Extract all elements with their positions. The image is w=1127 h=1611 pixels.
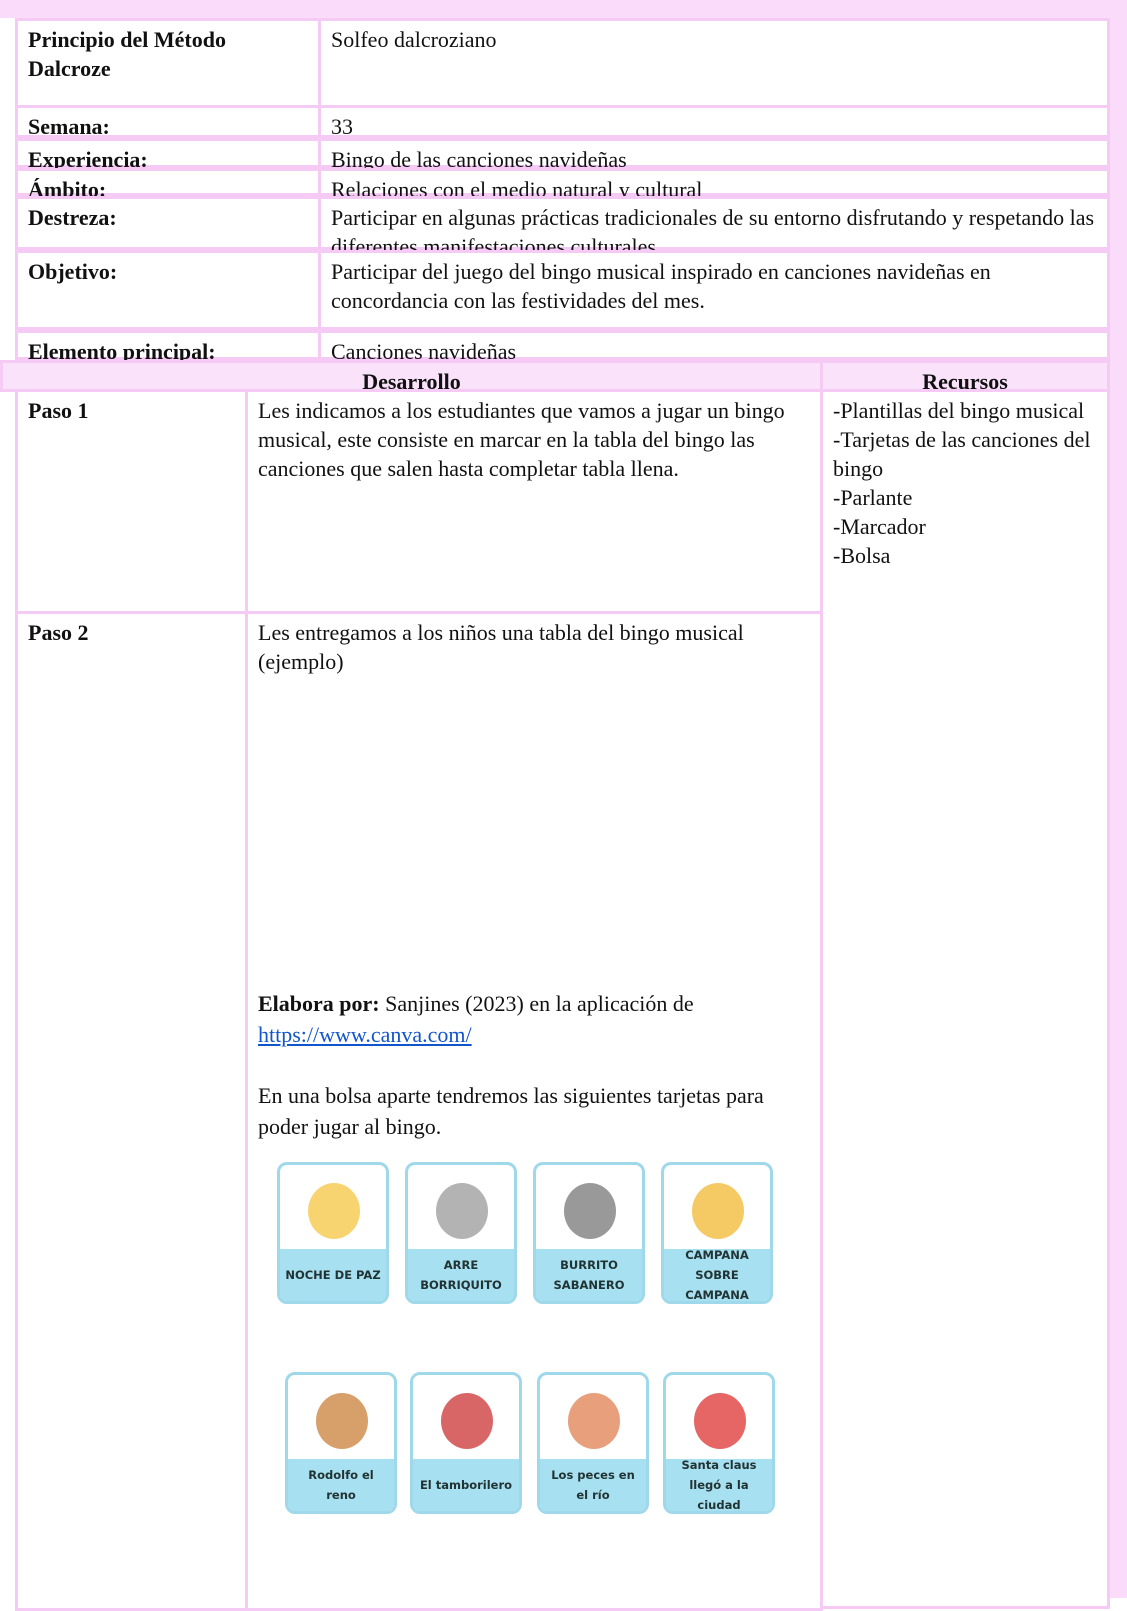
card: CAMPANA SOBRE CAMPANA bbox=[661, 1162, 773, 1304]
card-label: Santa claus llegó a la ciudad bbox=[681, 1458, 757, 1512]
step-text-cell: Les indicamos a los estudiantes que vamo… bbox=[245, 389, 823, 614]
card-label-box: BURRITO SABANERO bbox=[536, 1249, 642, 1301]
label-cell: Semana: bbox=[15, 105, 321, 139]
row-label: Objetivo: bbox=[28, 259, 118, 284]
row-value: Bingo de las canciones navideñas bbox=[331, 147, 627, 172]
resource-item: -Marcador bbox=[833, 514, 926, 539]
card-label: Los peces en el río bbox=[551, 1468, 635, 1502]
step-text: Les entregamos a los niños una tabla del… bbox=[258, 620, 744, 674]
row-value: Participar en algunas prácticas tradicio… bbox=[331, 205, 1095, 259]
card-label-box: ARRE BORRIQUITO bbox=[408, 1249, 514, 1301]
value-cell: 33 bbox=[318, 105, 1110, 139]
resources-cell: -Plantillas del bingo musical -Tarjetas d… bbox=[820, 389, 1110, 1609]
card-picture bbox=[441, 1393, 493, 1449]
caption-bold: Elabora por: bbox=[258, 991, 380, 1016]
card-label: NOCHE DE PAZ bbox=[285, 1268, 381, 1282]
card-label: BURRITO SABANERO bbox=[553, 1258, 625, 1292]
row-label: Experiencia: bbox=[28, 147, 148, 172]
row-value: Solfeo dalcroziano bbox=[331, 27, 497, 52]
value-cell: Bingo de las canciones navideñas bbox=[318, 138, 1110, 172]
resource-item: -Tarjetas de las canciones del bingo bbox=[833, 427, 1091, 481]
card-label: El tamborilero bbox=[419, 1478, 513, 1492]
row-value: Canciones navideñas bbox=[331, 339, 517, 364]
card-picture bbox=[564, 1183, 616, 1239]
resource-item: -Plantillas del bingo musical bbox=[833, 398, 1085, 423]
card: NOCHE DE PAZ bbox=[277, 1162, 389, 1304]
card-label-box: El tamborilero bbox=[413, 1459, 519, 1511]
step-label-cell: Paso 1 bbox=[15, 389, 248, 614]
step-text: Les indicamos a los estudiantes que vamo… bbox=[258, 398, 785, 481]
card: Rodolfo el reno bbox=[285, 1372, 397, 1514]
value-cell: Canciones navideñas bbox=[318, 330, 1110, 364]
card: El tamborilero bbox=[410, 1372, 522, 1514]
card-picture bbox=[692, 1183, 744, 1239]
step-label: Paso 1 bbox=[28, 398, 89, 423]
card: ARRE BORRIQUITO bbox=[405, 1162, 517, 1304]
row-label: Elemento principal: bbox=[28, 339, 216, 364]
label-cell: Ámbito: bbox=[15, 168, 321, 202]
card-label-box: Santa claus llegó a la ciudad bbox=[666, 1458, 772, 1511]
row-label: Principio del Método Dalcroze bbox=[28, 27, 226, 81]
card-picture bbox=[308, 1183, 360, 1239]
link[interactable]: https://www.canva.com/ bbox=[258, 1022, 472, 1047]
value-cell: Relaciones con el medio natural y cultur… bbox=[318, 168, 1110, 202]
card: BURRITO SABANERO bbox=[533, 1162, 645, 1304]
value-cell: Participar en algunas prácticas tradicio… bbox=[318, 196, 1110, 259]
card-picture bbox=[436, 1183, 488, 1239]
value-cell: Solfeo dalcroziano bbox=[318, 18, 1110, 108]
card-label: CAMPANA SOBRE CAMPANA bbox=[685, 1248, 749, 1302]
label-cell: Experiencia: bbox=[15, 138, 321, 172]
value-cell: Participar del juego del bingo musical i… bbox=[318, 250, 1110, 330]
right-band bbox=[1107, 0, 1127, 1598]
card-picture bbox=[694, 1393, 746, 1449]
label-cell: Destreza: bbox=[15, 196, 321, 250]
card-label-box: CAMPANA SOBRE CAMPANA bbox=[664, 1248, 770, 1301]
caption: Elabora por: Sanjines (2023) en la aplic… bbox=[258, 988, 818, 1050]
row-label: Semana: bbox=[28, 114, 110, 139]
row-value: 33 bbox=[331, 114, 353, 139]
row-label: Destreza: bbox=[28, 205, 117, 230]
card-label: Rodolfo el reno bbox=[308, 1468, 374, 1502]
step-label: Paso 2 bbox=[28, 620, 89, 645]
row-value: Participar del juego del bingo musical i… bbox=[331, 259, 991, 313]
caption-text: Sanjines (2023) en la aplicación de bbox=[385, 991, 694, 1016]
card-picture bbox=[316, 1393, 368, 1449]
resource-item: -Bolsa bbox=[833, 543, 891, 568]
label-cell: Elemento principal: bbox=[15, 330, 321, 364]
header-cell: Desarrollo bbox=[0, 360, 823, 394]
card-label: ARRE BORRIQUITO bbox=[420, 1258, 502, 1292]
header-cell: Recursos bbox=[820, 360, 1110, 394]
step-label-cell: Paso 2 bbox=[15, 611, 248, 1611]
label-cell: Objetivo: bbox=[15, 250, 321, 330]
card-label-box: Rodolfo el reno bbox=[288, 1459, 394, 1511]
card-label-box: NOCHE DE PAZ bbox=[280, 1249, 386, 1301]
card: Los peces en el río bbox=[537, 1372, 649, 1514]
card-picture bbox=[568, 1393, 620, 1449]
label-cell: Principio del Método Dalcroze bbox=[15, 18, 321, 108]
card: Santa claus llegó a la ciudad bbox=[663, 1372, 775, 1514]
step-text: En una bolsa aparte tendremos las siguie… bbox=[258, 1083, 764, 1139]
resource-item: -Parlante bbox=[833, 485, 913, 510]
top-band bbox=[0, 0, 1127, 18]
card-label-box: Los peces en el río bbox=[540, 1459, 646, 1511]
